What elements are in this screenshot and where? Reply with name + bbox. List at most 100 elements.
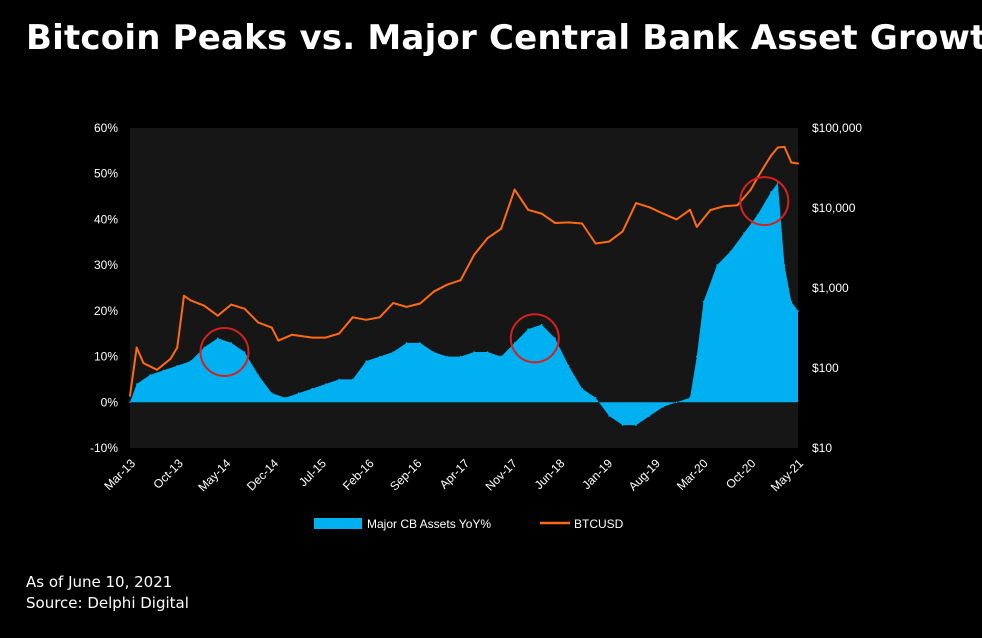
btc-point [338,332,341,335]
cb-assets-point [459,355,462,358]
btc-point [351,316,354,319]
cb-assets-point [392,351,395,353]
cb-assets-point [351,378,354,381]
cb-assets-point [689,396,691,399]
btc-point [500,227,503,230]
cb-assets-point [203,346,205,349]
btc-point [473,253,476,256]
cb-assets-point [129,401,131,404]
btc-point [270,326,273,329]
btc-point [648,206,651,209]
cb-assets-point [432,351,435,353]
btc-point [770,154,772,157]
y-left-tick-label: -10% [90,441,118,455]
btc-point [216,314,219,317]
cb-assets-point [189,360,192,362]
cb-assets-point [716,264,718,266]
btc-point [135,346,138,349]
cb-assets-point [257,374,260,376]
x-tick-label: Oct-20 [723,456,759,492]
btc-point [142,362,145,365]
btc-point [790,161,793,164]
cb-assets-point [162,369,165,372]
btc-point [540,212,543,215]
series-cb-assets-area [130,182,798,426]
y-right-axis: $100,000 $10,000 $1,000 $100 $10 [812,121,862,455]
cb-assets-point [554,337,556,340]
btc-point [243,307,246,310]
btc-point [419,302,422,305]
legend-swatch-cb-assets [314,518,362,529]
btc-point [129,394,131,397]
cb-assets-point [594,396,597,399]
btc-point [446,283,449,286]
cb-assets-point [405,342,408,344]
cb-assets-point [756,214,759,216]
x-tick-label: Feb-16 [340,456,377,493]
x-axis: Mar-13 Oct-13 May-14 Dec-14 Jul-15 Feb-16 Sep-… [101,456,806,494]
x-tick-label: Oct-13 [150,456,186,492]
cb-assets-point [324,383,327,385]
btc-point [594,242,597,245]
btc-point [176,346,179,349]
cb-assets-point [790,300,793,303]
btc-point [621,230,624,233]
x-tick-label: May-21 [768,456,806,494]
x-tick-label: Apr-17 [437,456,473,492]
cb-assets-point [176,364,178,367]
x-tick-label: Jul-15 [296,456,329,489]
source-note: Source: Delphi Digital [26,594,189,612]
cb-assets-point [797,310,799,312]
cb-assets-point [297,392,300,394]
btc-point [554,222,557,224]
btc-point [183,294,185,297]
y-right-tick-label: $100,000 [812,121,862,135]
cb-assets-point [648,415,651,417]
x-tick-label: Dec-14 [244,456,281,493]
cb-assets-point [230,342,232,344]
btc-point [169,357,172,360]
y-right-tick-label: $10 [812,441,832,455]
x-tick-label: Nov-17 [483,456,520,493]
x-tick-label: Aug-19 [626,456,663,493]
btc-point [405,305,408,308]
cb-assets-point [473,351,475,353]
btc-layer [129,145,799,397]
btc-point [277,339,280,342]
btc-point [324,336,327,339]
cb-assets-point [338,378,341,381]
cb-assets-point [216,337,219,340]
btc-point [257,321,260,324]
btc-point [290,333,293,336]
cb-assets-point [311,387,314,390]
btc-point [527,208,530,211]
cb-assets-point [149,374,151,376]
cb-assets-point [621,424,624,426]
btc-point [608,240,611,243]
legend: Major CB Assets YoY% BTCUSD [314,517,624,531]
cb-assets-point [419,342,421,344]
cb-assets-point [135,383,138,385]
btc-point [432,290,435,293]
y-left-tick-label: 50% [94,167,118,181]
btc-point [662,212,665,215]
cb-assets-point [662,406,664,408]
cb-assets-point [243,351,246,353]
btc-point [156,368,158,371]
btc-point [365,318,368,321]
cb-assets-point [702,300,705,303]
cb-assets-point [513,342,516,344]
btc-point [459,279,462,282]
btc-point [635,202,638,205]
cb-assets-point [378,355,381,358]
legend-label-cb-assets: Major CB Assets YoY% [367,517,491,531]
cb-assets-point [284,396,287,399]
cb-assets-point [770,191,772,193]
cb-assets-point [540,323,543,326]
cb-assets-point [270,392,273,394]
cb-assets-point [581,387,583,390]
page-title: Bitcoin Peaks vs. Major Central Bank Ass… [26,18,982,58]
y-left-tick-label: 40% [94,212,118,226]
x-tick-label: Mar-20 [674,456,711,493]
btc-point [513,188,516,191]
